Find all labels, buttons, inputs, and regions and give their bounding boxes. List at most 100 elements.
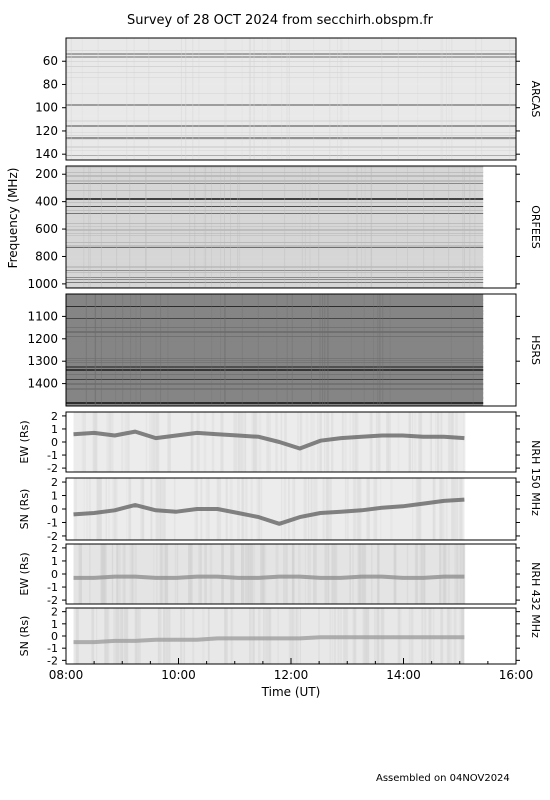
band bbox=[66, 379, 484, 380]
streak bbox=[103, 544, 107, 604]
streak bbox=[85, 294, 87, 406]
streak bbox=[86, 294, 87, 406]
streak bbox=[83, 478, 85, 540]
streak bbox=[453, 478, 456, 540]
band bbox=[66, 341, 484, 342]
streak bbox=[430, 412, 432, 472]
streak bbox=[190, 412, 194, 472]
streak bbox=[180, 38, 182, 160]
y-axis-label-nrh150_ew: EW (Rs) bbox=[18, 420, 31, 463]
streak bbox=[108, 412, 111, 472]
streak bbox=[116, 544, 119, 604]
streak bbox=[440, 412, 443, 472]
streak bbox=[371, 544, 373, 604]
streak bbox=[448, 38, 450, 160]
band bbox=[66, 180, 484, 182]
streak bbox=[373, 294, 374, 406]
streak bbox=[193, 294, 195, 406]
streak bbox=[241, 294, 243, 406]
streak bbox=[462, 166, 464, 288]
band bbox=[66, 306, 484, 307]
band bbox=[66, 247, 484, 248]
band bbox=[66, 115, 516, 117]
streak bbox=[224, 294, 226, 406]
band bbox=[66, 41, 516, 42]
streak bbox=[377, 294, 379, 406]
band bbox=[66, 155, 516, 156]
y-tick-label: -1 bbox=[47, 516, 58, 529]
streak bbox=[88, 166, 90, 288]
y-tick-label: 2 bbox=[51, 606, 58, 619]
streak bbox=[327, 294, 329, 406]
streak bbox=[382, 294, 384, 406]
streak bbox=[111, 544, 114, 604]
x-tick-label: 08:00 bbox=[49, 668, 84, 682]
streak bbox=[305, 478, 308, 540]
streak bbox=[435, 412, 437, 472]
streak bbox=[463, 166, 465, 288]
streak bbox=[291, 294, 293, 406]
streak bbox=[224, 166, 225, 288]
streak bbox=[340, 38, 341, 160]
streak bbox=[89, 544, 91, 604]
streak bbox=[409, 412, 412, 472]
streak bbox=[364, 166, 366, 288]
streak bbox=[168, 412, 171, 472]
streak bbox=[239, 166, 241, 288]
band bbox=[66, 64, 516, 66]
streak bbox=[117, 544, 119, 604]
band bbox=[66, 402, 484, 404]
band bbox=[66, 272, 484, 273]
streak bbox=[99, 478, 102, 540]
streak bbox=[126, 412, 130, 472]
band bbox=[66, 251, 484, 253]
streak bbox=[148, 38, 150, 160]
streak bbox=[145, 166, 147, 288]
streak bbox=[208, 608, 210, 664]
streak bbox=[472, 294, 474, 406]
streak bbox=[221, 544, 224, 604]
streak bbox=[356, 166, 358, 288]
streak bbox=[463, 544, 466, 604]
streak bbox=[86, 478, 88, 540]
streak bbox=[76, 608, 79, 664]
y-tick-label: 1400 bbox=[27, 377, 58, 391]
band bbox=[66, 150, 516, 151]
streak bbox=[456, 544, 458, 604]
y-tick-label: 600 bbox=[35, 222, 58, 236]
streak bbox=[158, 608, 162, 664]
streak bbox=[265, 608, 267, 664]
streak bbox=[413, 412, 417, 472]
streak bbox=[156, 544, 158, 604]
streak bbox=[96, 412, 98, 472]
streak bbox=[237, 478, 240, 540]
streak bbox=[329, 38, 331, 160]
band bbox=[66, 336, 484, 337]
panel-nrh432_ew-spectrum bbox=[73, 544, 465, 604]
streak bbox=[163, 608, 165, 664]
streak bbox=[124, 544, 126, 604]
band bbox=[66, 223, 484, 224]
streak bbox=[283, 544, 286, 604]
streak bbox=[130, 294, 132, 406]
streak bbox=[197, 412, 200, 472]
band bbox=[66, 139, 516, 140]
streak bbox=[140, 478, 142, 540]
streak bbox=[378, 412, 381, 472]
streak bbox=[330, 478, 332, 540]
panels-group: 6080100120140ARCAS2004006008001000ORFEES… bbox=[18, 37, 542, 667]
streak bbox=[100, 166, 102, 288]
band bbox=[66, 120, 516, 122]
streak bbox=[370, 412, 373, 472]
streak bbox=[106, 608, 109, 664]
streak bbox=[463, 412, 466, 472]
band bbox=[66, 303, 484, 304]
streak bbox=[414, 544, 417, 604]
streak bbox=[196, 412, 198, 472]
streak bbox=[429, 412, 432, 472]
streak bbox=[131, 544, 134, 604]
streak bbox=[352, 412, 354, 472]
streak bbox=[121, 412, 124, 472]
band bbox=[66, 358, 484, 359]
